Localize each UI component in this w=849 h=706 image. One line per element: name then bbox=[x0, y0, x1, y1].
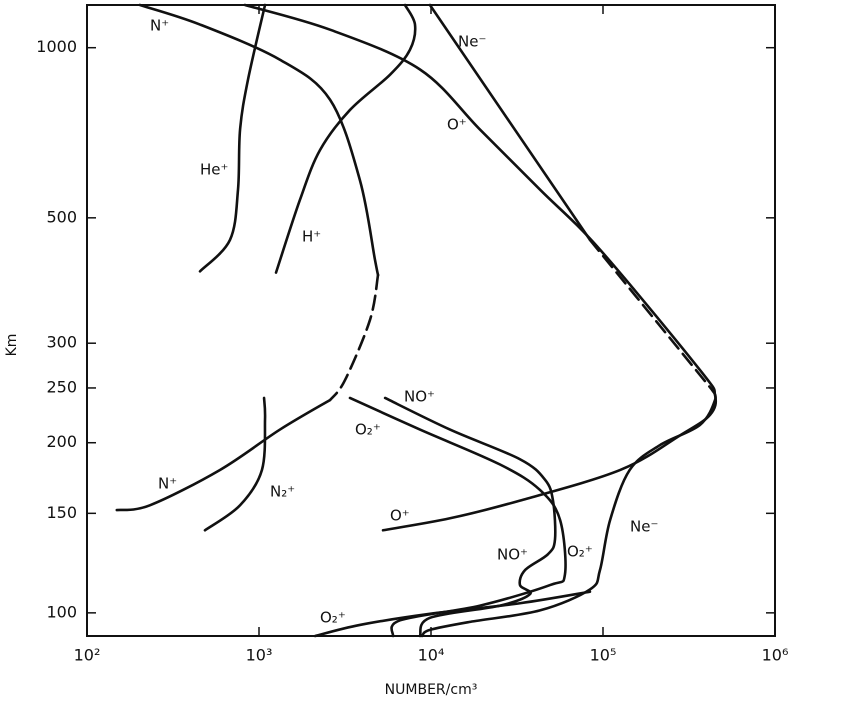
ion-curve bbox=[328, 273, 380, 402]
y-axis-label: Km bbox=[4, 334, 20, 357]
curve-label: N₂⁺ bbox=[270, 483, 295, 501]
plot-frame bbox=[86, 4, 776, 637]
curve-label: N⁺ bbox=[158, 475, 177, 493]
ion-curve bbox=[274, 3, 417, 274]
ion-curve bbox=[428, 3, 592, 242]
ion-curve bbox=[383, 396, 557, 638]
x-tick-label: 10⁵ bbox=[590, 646, 617, 665]
x-tick-label: 10⁴ bbox=[418, 646, 445, 665]
curve-label: Ne⁻ bbox=[630, 518, 658, 536]
curve-label: NO⁺ bbox=[497, 546, 528, 564]
ion-curve bbox=[115, 398, 332, 512]
curve-label: Ne⁻ bbox=[458, 33, 486, 51]
y-tick-label: 250 bbox=[46, 377, 77, 396]
curve-label: O⁺ bbox=[447, 116, 467, 134]
ion-curve bbox=[243, 3, 718, 532]
y-tick-label: 1000 bbox=[36, 37, 77, 56]
curve-label: O₂⁺ bbox=[320, 609, 346, 627]
ion-curve bbox=[313, 590, 592, 638]
curve-label: H⁺ bbox=[302, 228, 321, 246]
x-axis-label: NUMBER/cm³ bbox=[385, 682, 478, 698]
curve-label: O₂⁺ bbox=[567, 543, 593, 561]
ion-curve bbox=[420, 388, 717, 638]
y-tick-label: 100 bbox=[46, 602, 77, 621]
curve-label: O₂⁺ bbox=[355, 421, 381, 439]
y-tick-label: 500 bbox=[46, 207, 77, 226]
ion-curve bbox=[588, 238, 714, 392]
x-tick-label: 10² bbox=[74, 646, 101, 665]
curve-label: NO⁺ bbox=[404, 388, 435, 406]
ion-curve bbox=[138, 3, 380, 277]
curve-label: N⁺ bbox=[150, 17, 169, 35]
curve-label: He⁺ bbox=[200, 161, 228, 179]
x-tick-label: 10⁶ bbox=[762, 646, 789, 665]
x-tick-label: 10³ bbox=[246, 646, 273, 665]
ion-curve bbox=[203, 396, 267, 532]
y-tick-label: 150 bbox=[46, 503, 77, 522]
ion-curve bbox=[198, 3, 267, 273]
curve-label: O⁺ bbox=[390, 507, 410, 525]
y-tick-label: 200 bbox=[46, 432, 77, 451]
y-tick-label: 300 bbox=[46, 333, 77, 352]
